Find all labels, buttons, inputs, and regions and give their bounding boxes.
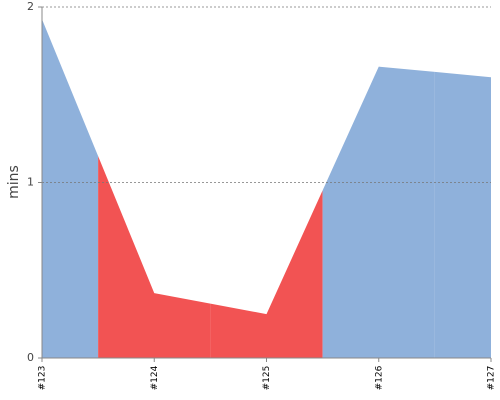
area-segment	[434, 71, 491, 358]
x-tick-label: #125	[262, 366, 272, 391]
area-segment	[322, 66, 435, 359]
x-tick-label: #126	[374, 365, 384, 390]
x-tick-label: #123	[38, 366, 48, 391]
y-axis-label: mins	[6, 165, 22, 199]
y-tick-label: 1	[27, 176, 34, 189]
area-segment	[210, 190, 323, 358]
area-segment	[42, 19, 99, 358]
x-tick-label: #124	[150, 365, 160, 390]
y-tick-label: 0	[27, 351, 34, 364]
y-tick-label: 2	[27, 0, 34, 13]
x-tick-label: #127	[487, 366, 497, 391]
area-segment	[98, 156, 211, 358]
